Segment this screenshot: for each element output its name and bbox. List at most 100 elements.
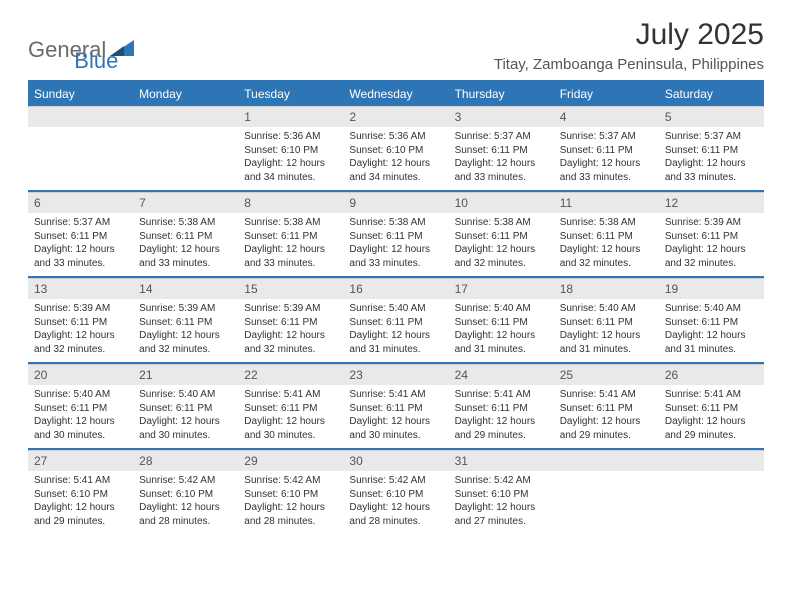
- calendar-cell-daynum: 25: [554, 363, 659, 385]
- day-details: Sunrise: 5:41 AMSunset: 6:11 PMDaylight:…: [238, 385, 343, 448]
- day-details: Sunrise: 5:42 AMSunset: 6:10 PMDaylight:…: [449, 471, 554, 534]
- day-details: Sunrise: 5:38 AMSunset: 6:11 PMDaylight:…: [449, 213, 554, 276]
- day-details: Sunrise: 5:36 AMSunset: 6:10 PMDaylight:…: [238, 127, 343, 190]
- day-number: 3: [449, 106, 554, 127]
- sunset-text: Sunset: 6:11 PM: [560, 144, 653, 158]
- calendar-cell-daynum: 30: [343, 449, 448, 471]
- calendar-cell-content: Sunrise: 5:39 AMSunset: 6:11 PMDaylight:…: [238, 299, 343, 363]
- calendar-cell-daynum: 11: [554, 191, 659, 213]
- sunset-text: Sunset: 6:11 PM: [455, 144, 548, 158]
- daylight-text: Daylight: 12 hours and 29 minutes.: [560, 415, 653, 442]
- calendar-cell-daynum: 20: [28, 363, 133, 385]
- sunrise-text: Sunrise: 5:36 AM: [349, 130, 442, 144]
- sunset-text: Sunset: 6:11 PM: [455, 402, 548, 416]
- day-number: 11: [554, 192, 659, 213]
- day-details-empty: [554, 471, 659, 494]
- day-details: Sunrise: 5:42 AMSunset: 6:10 PMDaylight:…: [133, 471, 238, 534]
- sunset-text: Sunset: 6:11 PM: [139, 316, 232, 330]
- day-header: Friday: [554, 82, 659, 106]
- day-number: 17: [449, 278, 554, 299]
- title-block: July 2025 Titay, Zamboanga Peninsula, Ph…: [494, 18, 764, 73]
- day-details: Sunrise: 5:42 AMSunset: 6:10 PMDaylight:…: [238, 471, 343, 534]
- calendar-cell-content: Sunrise: 5:42 AMSunset: 6:10 PMDaylight:…: [133, 471, 238, 534]
- day-number: 2: [343, 106, 448, 127]
- daylight-text: Daylight: 12 hours and 30 minutes.: [244, 415, 337, 442]
- calendar-cell-content: Sunrise: 5:42 AMSunset: 6:10 PMDaylight:…: [343, 471, 448, 534]
- brand-logo: General Blue: [28, 26, 118, 74]
- sunrise-text: Sunrise: 5:42 AM: [349, 474, 442, 488]
- day-details: Sunrise: 5:40 AMSunset: 6:11 PMDaylight:…: [28, 385, 133, 448]
- day-header: Saturday: [659, 82, 764, 106]
- day-number: 30: [343, 450, 448, 471]
- day-details: Sunrise: 5:41 AMSunset: 6:11 PMDaylight:…: [554, 385, 659, 448]
- sunrise-text: Sunrise: 5:40 AM: [349, 302, 442, 316]
- daylight-text: Daylight: 12 hours and 34 minutes.: [349, 157, 442, 184]
- calendar-cell-content: Sunrise: 5:39 AMSunset: 6:11 PMDaylight:…: [28, 299, 133, 363]
- daylight-text: Daylight: 12 hours and 29 minutes.: [455, 415, 548, 442]
- daylight-text: Daylight: 12 hours and 31 minutes.: [665, 329, 758, 356]
- daylight-text: Daylight: 12 hours and 32 minutes.: [244, 329, 337, 356]
- calendar-cell-content: Sunrise: 5:38 AMSunset: 6:11 PMDaylight:…: [449, 213, 554, 277]
- calendar-cell-content: Sunrise: 5:36 AMSunset: 6:10 PMDaylight:…: [343, 127, 448, 191]
- day-details: Sunrise: 5:40 AMSunset: 6:11 PMDaylight:…: [449, 299, 554, 362]
- calendar-cell-content: Sunrise: 5:42 AMSunset: 6:10 PMDaylight:…: [238, 471, 343, 534]
- calendar-cell-daynum: [133, 106, 238, 127]
- calendar-cell-content: Sunrise: 5:36 AMSunset: 6:10 PMDaylight:…: [238, 127, 343, 191]
- calendar-cell-daynum: 23: [343, 363, 448, 385]
- sunrise-text: Sunrise: 5:39 AM: [34, 302, 127, 316]
- sunrise-text: Sunrise: 5:41 AM: [455, 388, 548, 402]
- day-number: 28: [133, 450, 238, 471]
- sunset-text: Sunset: 6:10 PM: [244, 488, 337, 502]
- sunrise-text: Sunrise: 5:41 AM: [349, 388, 442, 402]
- calendar-cell-daynum: 1: [238, 106, 343, 127]
- sunset-text: Sunset: 6:10 PM: [34, 488, 127, 502]
- calendar-cell-daynum: 12: [659, 191, 764, 213]
- calendar-cell-content: Sunrise: 5:40 AMSunset: 6:11 PMDaylight:…: [659, 299, 764, 363]
- day-number: 12: [659, 192, 764, 213]
- day-number: 7: [133, 192, 238, 213]
- sunrise-text: Sunrise: 5:42 AM: [139, 474, 232, 488]
- daylight-text: Daylight: 12 hours and 29 minutes.: [34, 501, 127, 528]
- sunrise-text: Sunrise: 5:38 AM: [244, 216, 337, 230]
- month-title: July 2025: [494, 18, 764, 52]
- day-number: 14: [133, 278, 238, 299]
- sunrise-text: Sunrise: 5:41 AM: [665, 388, 758, 402]
- calendar-cell-daynum: 14: [133, 277, 238, 299]
- sunset-text: Sunset: 6:11 PM: [455, 316, 548, 330]
- sunset-text: Sunset: 6:11 PM: [349, 402, 442, 416]
- day-details: Sunrise: 5:41 AMSunset: 6:10 PMDaylight:…: [28, 471, 133, 534]
- calendar-cell-content: Sunrise: 5:41 AMSunset: 6:11 PMDaylight:…: [449, 385, 554, 449]
- day-number: 20: [28, 364, 133, 385]
- sunrise-text: Sunrise: 5:38 AM: [455, 216, 548, 230]
- day-number: 13: [28, 278, 133, 299]
- page-header: General Blue July 2025 Titay, Zamboanga …: [28, 18, 764, 74]
- day-number-empty: [554, 450, 659, 471]
- sunrise-text: Sunrise: 5:39 AM: [139, 302, 232, 316]
- calendar-cell-daynum: 29: [238, 449, 343, 471]
- calendar-cell-daynum: [554, 449, 659, 471]
- calendar-cell-daynum: 16: [343, 277, 448, 299]
- day-details: Sunrise: 5:40 AMSunset: 6:11 PMDaylight:…: [659, 299, 764, 362]
- day-number: 29: [238, 450, 343, 471]
- calendar-cell-content: Sunrise: 5:41 AMSunset: 6:11 PMDaylight:…: [659, 385, 764, 449]
- calendar-cell-daynum: 2: [343, 106, 448, 127]
- daylight-text: Daylight: 12 hours and 29 minutes.: [665, 415, 758, 442]
- daylight-text: Daylight: 12 hours and 31 minutes.: [560, 329, 653, 356]
- daylight-text: Daylight: 12 hours and 33 minutes.: [665, 157, 758, 184]
- day-number: 5: [659, 106, 764, 127]
- calendar-cell-content: Sunrise: 5:38 AMSunset: 6:11 PMDaylight:…: [133, 213, 238, 277]
- calendar-table: SundayMondayTuesdayWednesdayThursdayFrid…: [28, 82, 764, 534]
- day-details: Sunrise: 5:38 AMSunset: 6:11 PMDaylight:…: [554, 213, 659, 276]
- day-number: 8: [238, 192, 343, 213]
- sunrise-text: Sunrise: 5:37 AM: [455, 130, 548, 144]
- day-number: 25: [554, 364, 659, 385]
- sunrise-text: Sunrise: 5:38 AM: [349, 216, 442, 230]
- calendar-cell-daynum: 17: [449, 277, 554, 299]
- calendar-cell-content: Sunrise: 5:40 AMSunset: 6:11 PMDaylight:…: [449, 299, 554, 363]
- sunset-text: Sunset: 6:11 PM: [244, 402, 337, 416]
- sunset-text: Sunset: 6:11 PM: [665, 230, 758, 244]
- day-number: 18: [554, 278, 659, 299]
- calendar-cell-content: Sunrise: 5:37 AMSunset: 6:11 PMDaylight:…: [449, 127, 554, 191]
- sunset-text: Sunset: 6:11 PM: [34, 402, 127, 416]
- calendar-cell-daynum: 21: [133, 363, 238, 385]
